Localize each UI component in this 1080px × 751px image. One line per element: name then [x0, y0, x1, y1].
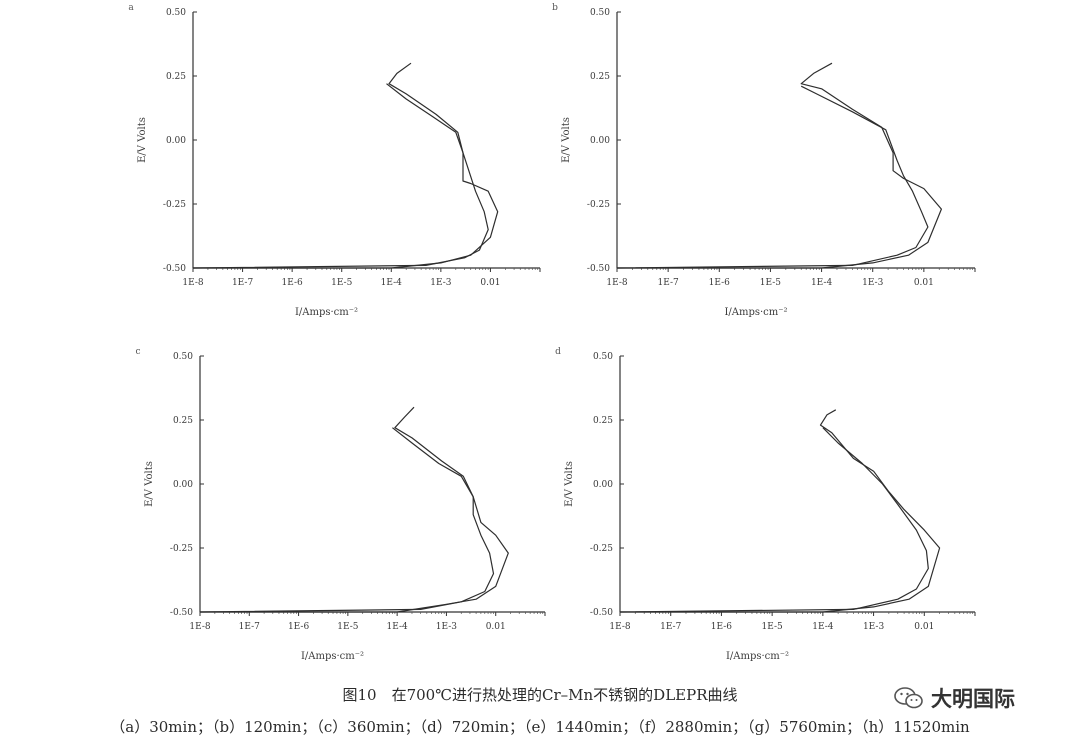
x-tick-label: 1E-4 [812, 622, 834, 632]
watermark-text: 大明国际 [931, 687, 1015, 711]
y-tick-label: 0.00 [166, 136, 186, 146]
y-axis-title: E/V Volts [137, 117, 148, 163]
x-tick-label: 1E-6 [709, 278, 731, 288]
x-tick-label: 1E-4 [387, 622, 409, 632]
x-tick-label: 1E-5 [760, 278, 782, 288]
y-tick-label: -0.50 [590, 608, 613, 618]
x-tick-label: 1E-3 [430, 278, 452, 288]
x-tick-label: 0.01 [480, 278, 500, 288]
x-tick-label: 0.01 [914, 278, 934, 288]
x-tick-label: 1E-7 [658, 278, 680, 288]
y-tick-label: 0.25 [593, 416, 613, 426]
series-line-2 [616, 85, 929, 269]
figure-legend: （a）30min；（b）120min；（c）360min；（d）720min；（… [110, 718, 970, 736]
dlepr-figure: 0.50 0.25 0.00 -0.25 -0.50 1E-8 1E-7 1E-6 1E-5 1E… [128, 3, 976, 662]
panel-label: c [135, 347, 140, 357]
x-tick-label: 1E-5 [331, 278, 353, 288]
chart-panel-b: 0.50 0.25 0.00 -0.25 -0.50 1E-8 1E-7 1E-6 1E-5 1E… [552, 3, 976, 318]
y-tick-label: 0.50 [173, 352, 193, 362]
x-tick-label: 1E-6 [282, 278, 304, 288]
panel-label: b [552, 3, 558, 13]
x-tick-label: 1E-7 [239, 622, 261, 632]
y-tick-label: -0.25 [163, 200, 186, 210]
x-tick-label: 1E-6 [288, 622, 310, 632]
panel-label: a [128, 3, 134, 13]
chart-panel-d: 0.50 0.25 0.00 -0.25 -0.50 1E-8 1E-7 1E-6 1E-5 1E… [555, 347, 976, 662]
y-tick-label: -0.50 [163, 264, 186, 274]
x-axis-title: I/Amps·cm⁻² [724, 307, 787, 318]
panel-label: d [555, 347, 561, 357]
y-tick-label: 0.00 [593, 480, 613, 490]
x-tick-label: 0.01 [914, 622, 934, 632]
series-line-1 [617, 62, 942, 269]
x-tick-label: 1E-8 [609, 622, 631, 632]
y-tick-label: 0.50 [166, 8, 186, 18]
x-tick-label: 1E-3 [863, 622, 885, 632]
x-tick-label: 1E-4 [381, 278, 403, 288]
y-tick-label: 0.00 [173, 480, 193, 490]
x-tick-label: 1E-8 [182, 278, 204, 288]
chart-panel-a: 0.50 0.25 0.00 -0.25 -0.50 1E-8 1E-7 1E-6 1E-5 1E… [128, 3, 541, 318]
series-line-1 [200, 406, 509, 613]
y-tick-label: 0.00 [590, 136, 610, 146]
x-tick-label: 1E-8 [189, 622, 211, 632]
chart-panel-c: 0.50 0.25 0.00 -0.25 -0.50 1E-8 1E-7 1E-6 1E-5 1E… [135, 347, 546, 662]
y-tick-label: 0.50 [593, 352, 613, 362]
y-tick-label: 0.50 [590, 8, 610, 18]
x-tick-label: 0.01 [486, 622, 506, 632]
wechat-icon [894, 687, 923, 709]
x-axis-title: I/Amps·cm⁻² [301, 651, 364, 662]
x-axis-title: I/Amps·cm⁻² [295, 307, 358, 318]
series-line-1 [193, 62, 499, 269]
y-tick-label: -0.25 [590, 544, 613, 554]
y-tick-label: -0.25 [587, 200, 610, 210]
x-tick-label: 1E-8 [606, 278, 628, 288]
x-tick-label: 1E-7 [660, 622, 682, 632]
series-line-2 [199, 427, 495, 613]
y-tick-label: -0.25 [170, 544, 193, 554]
y-axis-title: E/V Volts [561, 117, 572, 163]
x-tick-label: 1E-6 [711, 622, 733, 632]
series-line-2 [192, 83, 489, 269]
x-tick-label: 1E-7 [232, 278, 254, 288]
x-axis-title: I/Amps·cm⁻² [726, 651, 789, 662]
x-tick-label: 1E-3 [436, 622, 458, 632]
y-tick-label: -0.50 [170, 608, 193, 618]
y-tick-label: 0.25 [173, 416, 193, 426]
x-tick-label: 1E-5 [337, 622, 359, 632]
figure-caption: 图10 在700℃进行热处理的Cr–Mn不锈钢的DLEPR曲线 [342, 686, 738, 704]
x-tick-label: 1E-3 [862, 278, 884, 288]
x-tick-label: 1E-4 [811, 278, 833, 288]
y-axis-title: E/V Volts [144, 461, 155, 507]
series-line-1 [620, 409, 941, 613]
series-line-2 [619, 427, 929, 613]
y-tick-label: -0.50 [587, 264, 610, 274]
y-tick-label: 0.25 [166, 72, 186, 82]
watermark: 大明国际 [893, 683, 1015, 713]
y-tick-label: 0.25 [590, 72, 610, 82]
y-axis-title: E/V Volts [564, 461, 575, 507]
x-tick-label: 1E-5 [762, 622, 784, 632]
